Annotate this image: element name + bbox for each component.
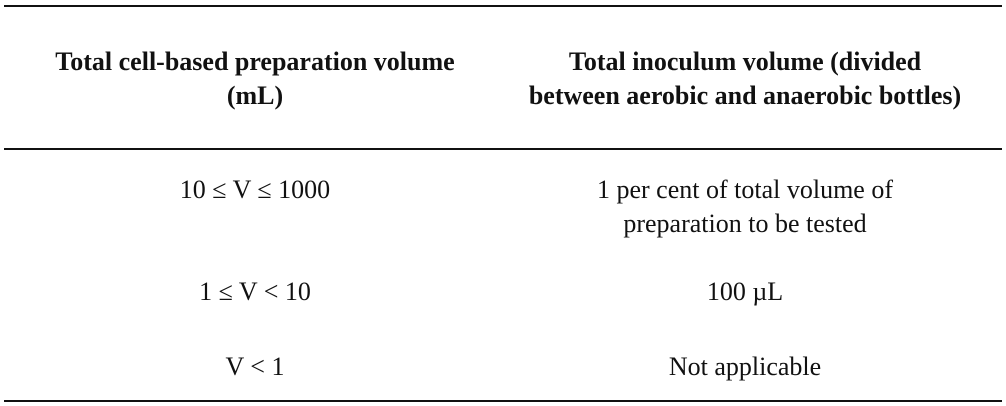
header-cell: Total cell-based preparation volume (mL)	[40, 14, 470, 144]
header-text: Total inoculum volume (divided between a…	[528, 47, 962, 110]
bottom-rule	[4, 400, 1002, 402]
cell: 100 µL	[520, 274, 970, 310]
cell-text: 100 µL	[706, 277, 784, 306]
cell-text: 1 ≤ V < 10	[199, 277, 311, 306]
cell-text: 10 ≤ V ≤ 1000	[179, 175, 331, 204]
header-text: Total cell-based preparation volume (mL)	[55, 47, 455, 110]
cell: V < 1	[40, 349, 470, 385]
cell: 1 per cent of total volume of preparatio…	[520, 172, 970, 242]
top-rule	[4, 5, 1002, 7]
cell-text: 1 per cent of total volume of preparatio…	[596, 175, 894, 238]
cell: 1 ≤ V < 10	[40, 274, 470, 310]
cell-text: V < 1	[225, 352, 285, 381]
header-cell: Total inoculum volume (divided between a…	[520, 14, 970, 144]
header-rule	[4, 148, 1002, 150]
cell: 10 ≤ V ≤ 1000	[40, 172, 470, 208]
cell: Not applicable	[520, 349, 970, 385]
cell-text: Not applicable	[668, 352, 822, 381]
